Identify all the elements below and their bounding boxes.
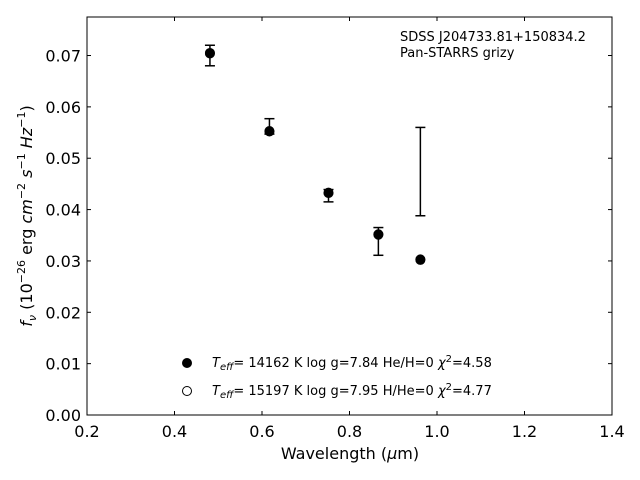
model-point-filled (323, 188, 334, 199)
x-tick-label: 0.4 (162, 422, 187, 441)
annotation-line-1: SDSS J204733.81+150834.2 (400, 30, 586, 45)
y-tick-label: 0.04 (45, 201, 81, 220)
model-point-filled (204, 48, 215, 59)
model-point-filled (415, 254, 426, 265)
x-axis-title: Wavelength (μm) (281, 444, 419, 463)
x-tick-label: 1.2 (512, 422, 537, 441)
y-tick-label: 0.07 (45, 47, 81, 66)
x-tick-label: 1.4 (599, 422, 624, 441)
observed-errorbars (204, 44, 426, 257)
y-axis-title: fν (10−26 erg cm−2 s−1 Hz−1) (15, 105, 39, 326)
y-tick-label: 0.05 (45, 149, 81, 168)
y-axis-ticks: 0.00 0.01 0.02 0.03 0.04 0.05 0.06 0.07 (45, 47, 612, 425)
y-tick-label: 0.03 (45, 252, 81, 271)
legend-entry-2: Teff= 15197 K log g=7.95 H/He=0 χ2=4.77 (212, 382, 492, 401)
x-tick-label: 0.2 (74, 422, 99, 441)
y-tick-label: 0.00 (45, 406, 81, 425)
y-tick-label: 0.02 (45, 303, 81, 322)
observed-point (415, 126, 426, 217)
y-tick-label: 0.01 (45, 355, 81, 374)
legend-entry-1: Teff= 14162 K log g=7.84 He/H=0 χ2=4.58 (212, 354, 492, 373)
y-tick-label: 0.06 (45, 98, 81, 117)
x-tick-label: 0.6 (249, 422, 274, 441)
model-points (204, 47, 426, 265)
legend: Teff= 14162 K log g=7.84 He/H=0 χ2=4.58 … (182, 354, 492, 401)
x-axis-ticks: 0.2 0.4 0.6 0.8 1.0 1.2 1.4 (74, 17, 625, 441)
annotation-line-2: Pan-STARRS grizy (400, 46, 515, 61)
legend-marker-open (182, 386, 192, 396)
model-point-filled (373, 229, 384, 240)
x-tick-label: 0.8 (337, 422, 362, 441)
model-point-filled (264, 126, 275, 137)
legend-marker-filled (182, 358, 192, 368)
x-tick-label: 1.0 (424, 422, 449, 441)
